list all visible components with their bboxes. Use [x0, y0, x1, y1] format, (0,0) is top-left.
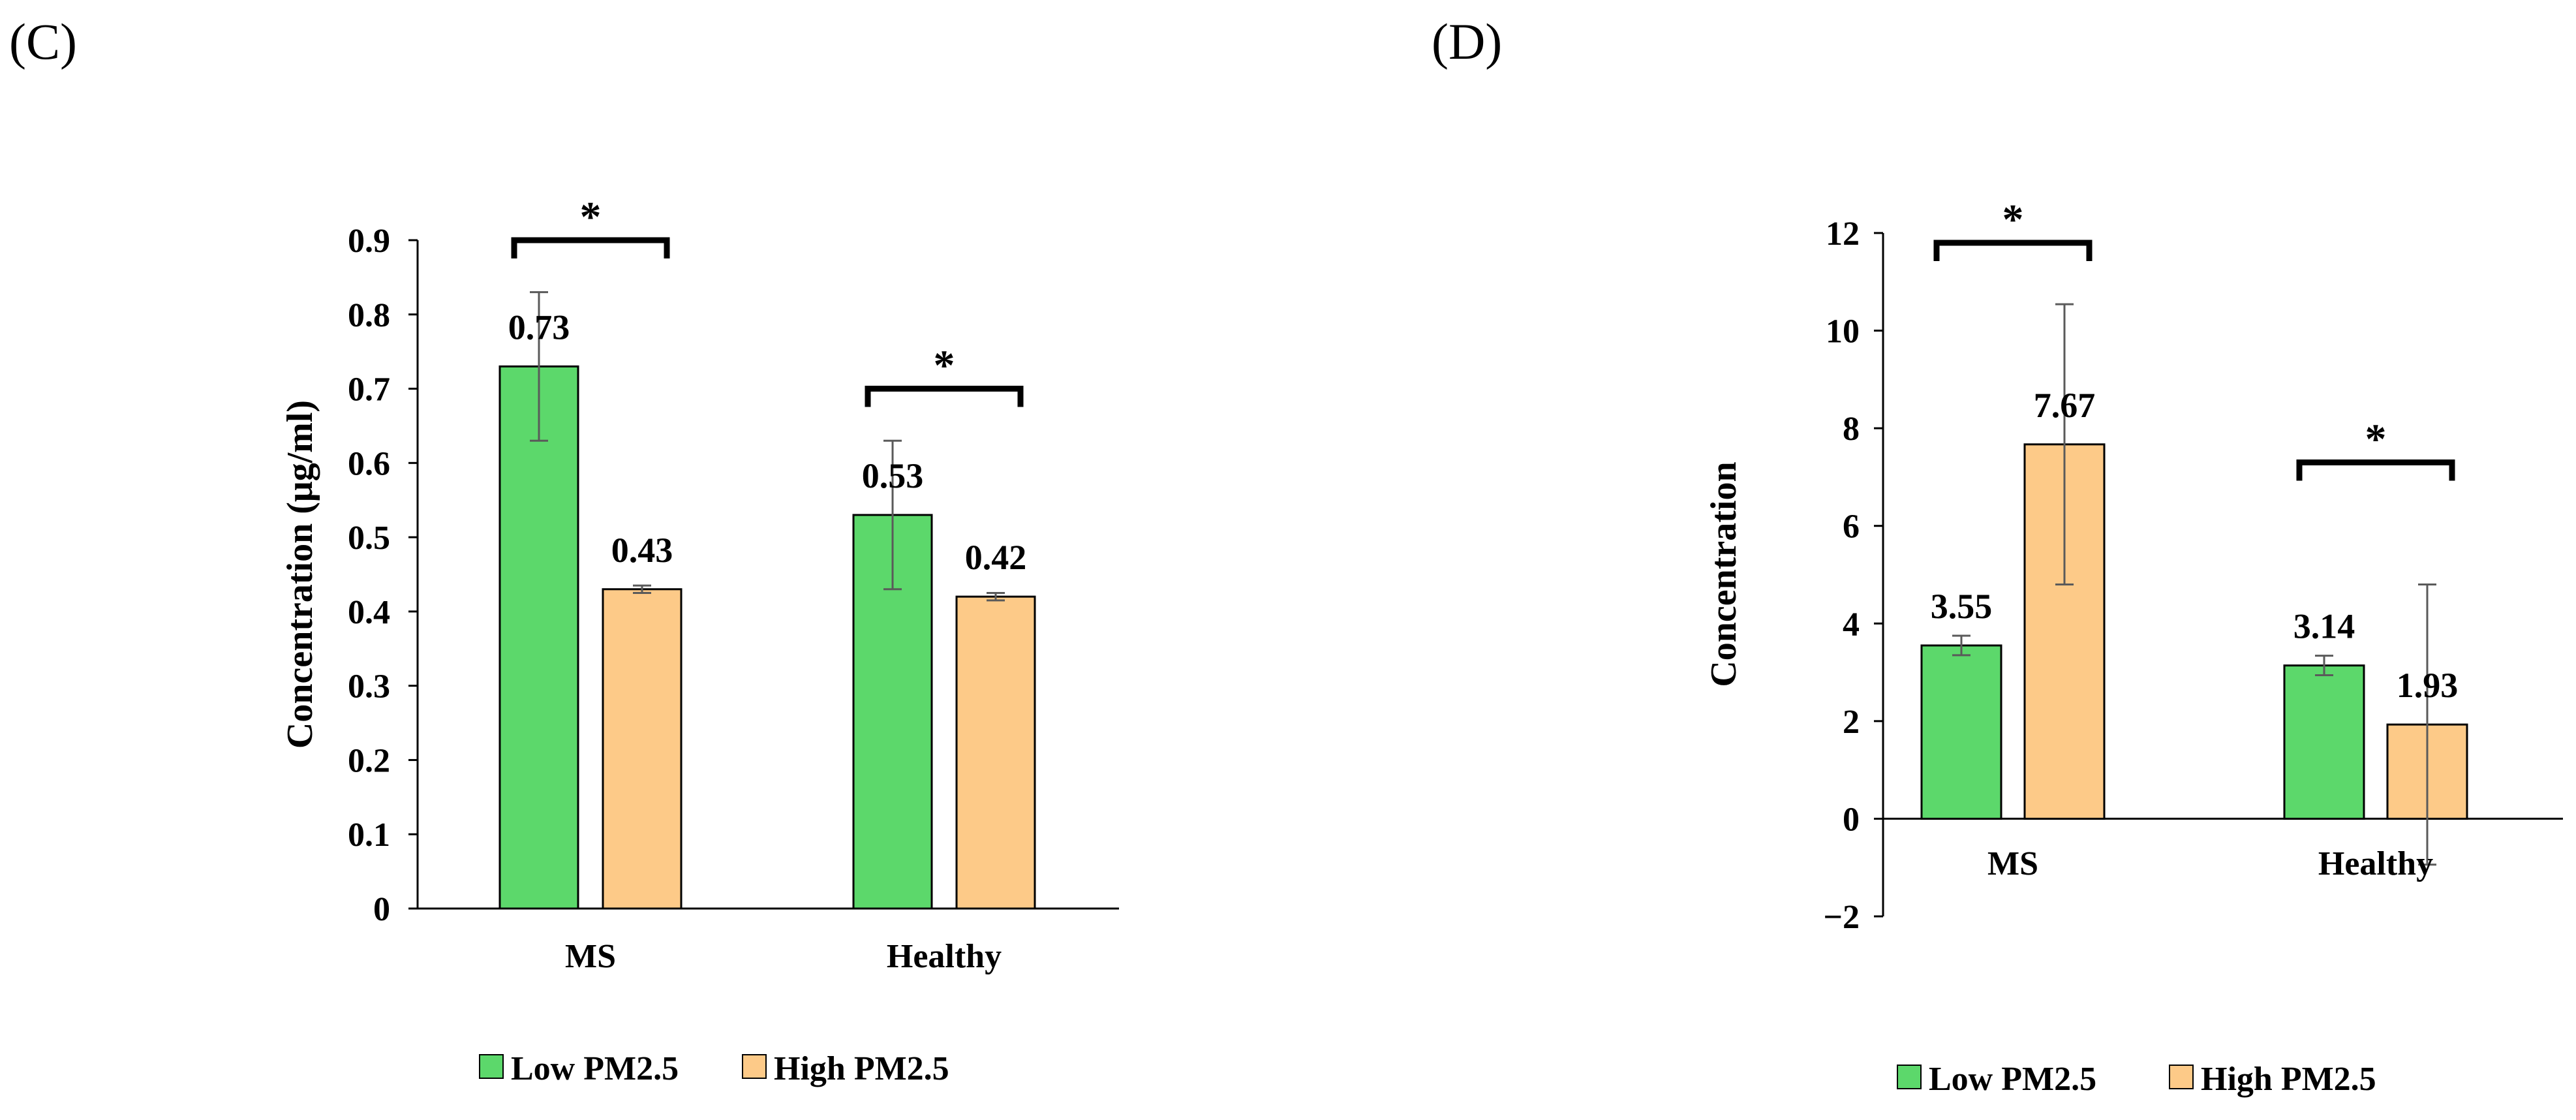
- y-tick-label: 0.6: [348, 445, 390, 482]
- significance-star: *: [2002, 196, 2024, 243]
- panel-label: (C): [9, 13, 77, 70]
- x-category-label: MS: [565, 938, 616, 975]
- legend-label-high: High PM2.5: [2201, 1061, 2376, 1098]
- significance-star: *: [2365, 415, 2387, 463]
- legend-swatch-low: [1897, 1065, 1922, 1089]
- y-tick-label: 0.3: [348, 668, 390, 706]
- y-axis-label: Concentration (μg/ml): [280, 400, 320, 749]
- bar-low-healthy: [2283, 664, 2365, 820]
- y-tick-label: 0: [1843, 801, 1860, 838]
- legend-swatch-high: [742, 1054, 767, 1079]
- y-tick-label: 8: [1843, 411, 1860, 448]
- bar-low-ms: [1920, 644, 2002, 820]
- y-tick-label: −2: [1823, 899, 1860, 936]
- y-tick-label: 0: [373, 891, 390, 928]
- y-tick-label: 10: [1826, 313, 1860, 350]
- bar-high-ms: [602, 588, 682, 910]
- legend-label-low: Low PM2.5: [1929, 1061, 2096, 1098]
- legend-label-low: Low PM2.5: [511, 1050, 679, 1087]
- x-category-label: MS: [1987, 845, 2038, 882]
- y-tick-label: 6: [1843, 508, 1860, 546]
- legend-label-high: High PM2.5: [774, 1050, 949, 1087]
- y-tick-label: 0.7: [348, 371, 390, 409]
- data-label: 0.53: [862, 456, 924, 495]
- bar-low-ms: [498, 365, 579, 910]
- panel-label: (D): [1432, 13, 1502, 70]
- y-tick-label: 0.2: [348, 742, 390, 779]
- y-tick-label: 0.8: [348, 297, 390, 334]
- data-label: 0.42: [965, 538, 1027, 577]
- bar-high-healthy: [955, 595, 1036, 910]
- data-label: 3.14: [2293, 607, 2355, 646]
- legend-swatch-high: [2169, 1065, 2194, 1089]
- significance-bracket: [1933, 240, 2093, 261]
- significance-bracket: [865, 386, 1024, 407]
- significance-star: *: [580, 193, 602, 241]
- data-label: 3.55: [1931, 587, 1993, 626]
- y-tick-label: 12: [1826, 215, 1860, 253]
- data-label: 7.67: [2034, 386, 2096, 425]
- significance-bracket: [511, 237, 670, 258]
- x-category-label: Healthy: [887, 938, 1002, 975]
- chart-panel-c: (C) 0 0.1 0.2 0.3 0.4 0.5 0.6 0.7 0.8 0.9 Concentra…: [9, 13, 1119, 1087]
- y-tick-label: 0.9: [348, 223, 390, 260]
- data-label: 1.93: [2397, 666, 2459, 705]
- y-tick-label: 0.5: [348, 520, 390, 557]
- data-label: 0.43: [611, 531, 673, 570]
- data-label: 0.73: [508, 307, 570, 347]
- y-tick-label: 2: [1843, 704, 1860, 741]
- x-category-label: Healthy: [2318, 845, 2433, 882]
- legend-swatch-low: [479, 1054, 504, 1079]
- chart-panel-d: (D) −2 0 2 4 6 8 10 12 Concentration 3.55 7.67 MS 3.1…: [1432, 13, 2563, 1098]
- y-axis-label: Concentration: [1704, 461, 1744, 687]
- significance-bracket: [2296, 459, 2455, 481]
- y-tick-label: 0.4: [348, 594, 390, 631]
- significance-star: *: [934, 342, 955, 390]
- y-tick-label: 0.1: [348, 817, 390, 854]
- y-tick-label: 4: [1843, 606, 1860, 643]
